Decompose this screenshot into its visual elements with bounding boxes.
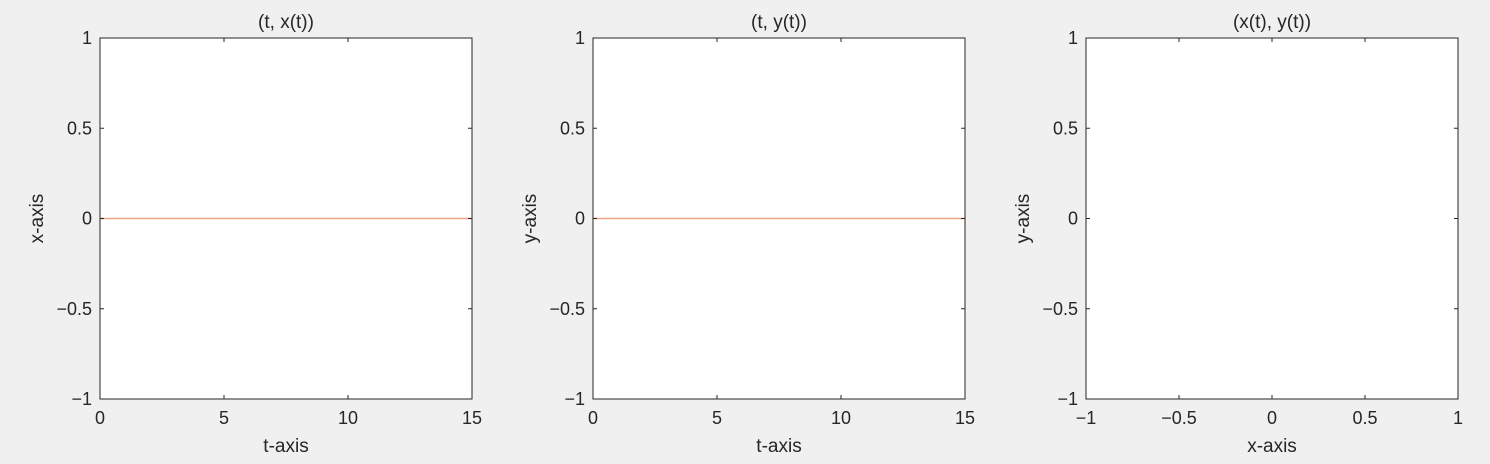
chart2-xtick-label: 10	[831, 408, 851, 428]
chart3-axes-box	[1085, 37, 1459, 400]
chart1-title: (t, x(t))	[258, 12, 314, 33]
chart2-ytick-label: −1	[564, 389, 585, 409]
chart3-xtick-label: −1	[1076, 408, 1097, 428]
chart3-ytick-label: −1	[1057, 389, 1078, 409]
chart2-ytick-label: −0.5	[549, 299, 585, 319]
chart3-ylabel: y-axis	[1013, 194, 1034, 244]
chart3-ytick-label: 0	[1068, 209, 1078, 229]
chart3-xtick-label: 0	[1267, 408, 1277, 428]
chart2-ytick-label: 0	[575, 209, 585, 229]
chart3-xtick-label: −0.5	[1161, 408, 1197, 428]
chart1-xtick-label: 0	[95, 408, 105, 428]
chart3-xtick-label: 1	[1453, 408, 1463, 428]
chart2-ytick-label: 1	[575, 28, 585, 48]
chart1-ytick-label: −1	[71, 389, 92, 409]
chart2-xtick-label: 15	[955, 408, 975, 428]
chart1-ylabel: x-axis	[27, 194, 48, 244]
chart1-ytick-label: 0.5	[67, 118, 92, 138]
chart1-axes-box	[99, 37, 473, 400]
chart2-title: (t, y(t))	[751, 12, 807, 33]
chart3-ytick-label: −0.5	[1042, 299, 1078, 319]
chart2-xlabel: t-axis	[756, 436, 801, 457]
chart3-xlabel: x-axis	[1247, 436, 1297, 457]
chart2-ytick-label: 0.5	[560, 118, 585, 138]
chart3-ytick-label: 0.5	[1053, 118, 1078, 138]
chart1-ytick-label: 0	[82, 209, 92, 229]
chart2-xtick-label: 5	[712, 408, 722, 428]
chart3-ytick-label: 1	[1068, 28, 1078, 48]
chart2-ylabel: y-axis	[520, 194, 541, 244]
chart1-xtick-label: 15	[462, 408, 482, 428]
chart2-xtick-label: 0	[588, 408, 598, 428]
chart3-plot-area	[1086, 38, 1458, 399]
chart3-xtick-label: 0.5	[1352, 408, 1377, 428]
chart1-xtick-label: 5	[219, 408, 229, 428]
chart1-xtick-label: 10	[338, 408, 358, 428]
chart1-xlabel: t-axis	[263, 436, 308, 457]
chart1-ytick-label: −0.5	[56, 299, 92, 319]
chart2-axes-box	[592, 37, 966, 400]
chart1-ytick-label: 1	[82, 28, 92, 48]
chart3-title: (x(t), y(t))	[1233, 12, 1311, 33]
